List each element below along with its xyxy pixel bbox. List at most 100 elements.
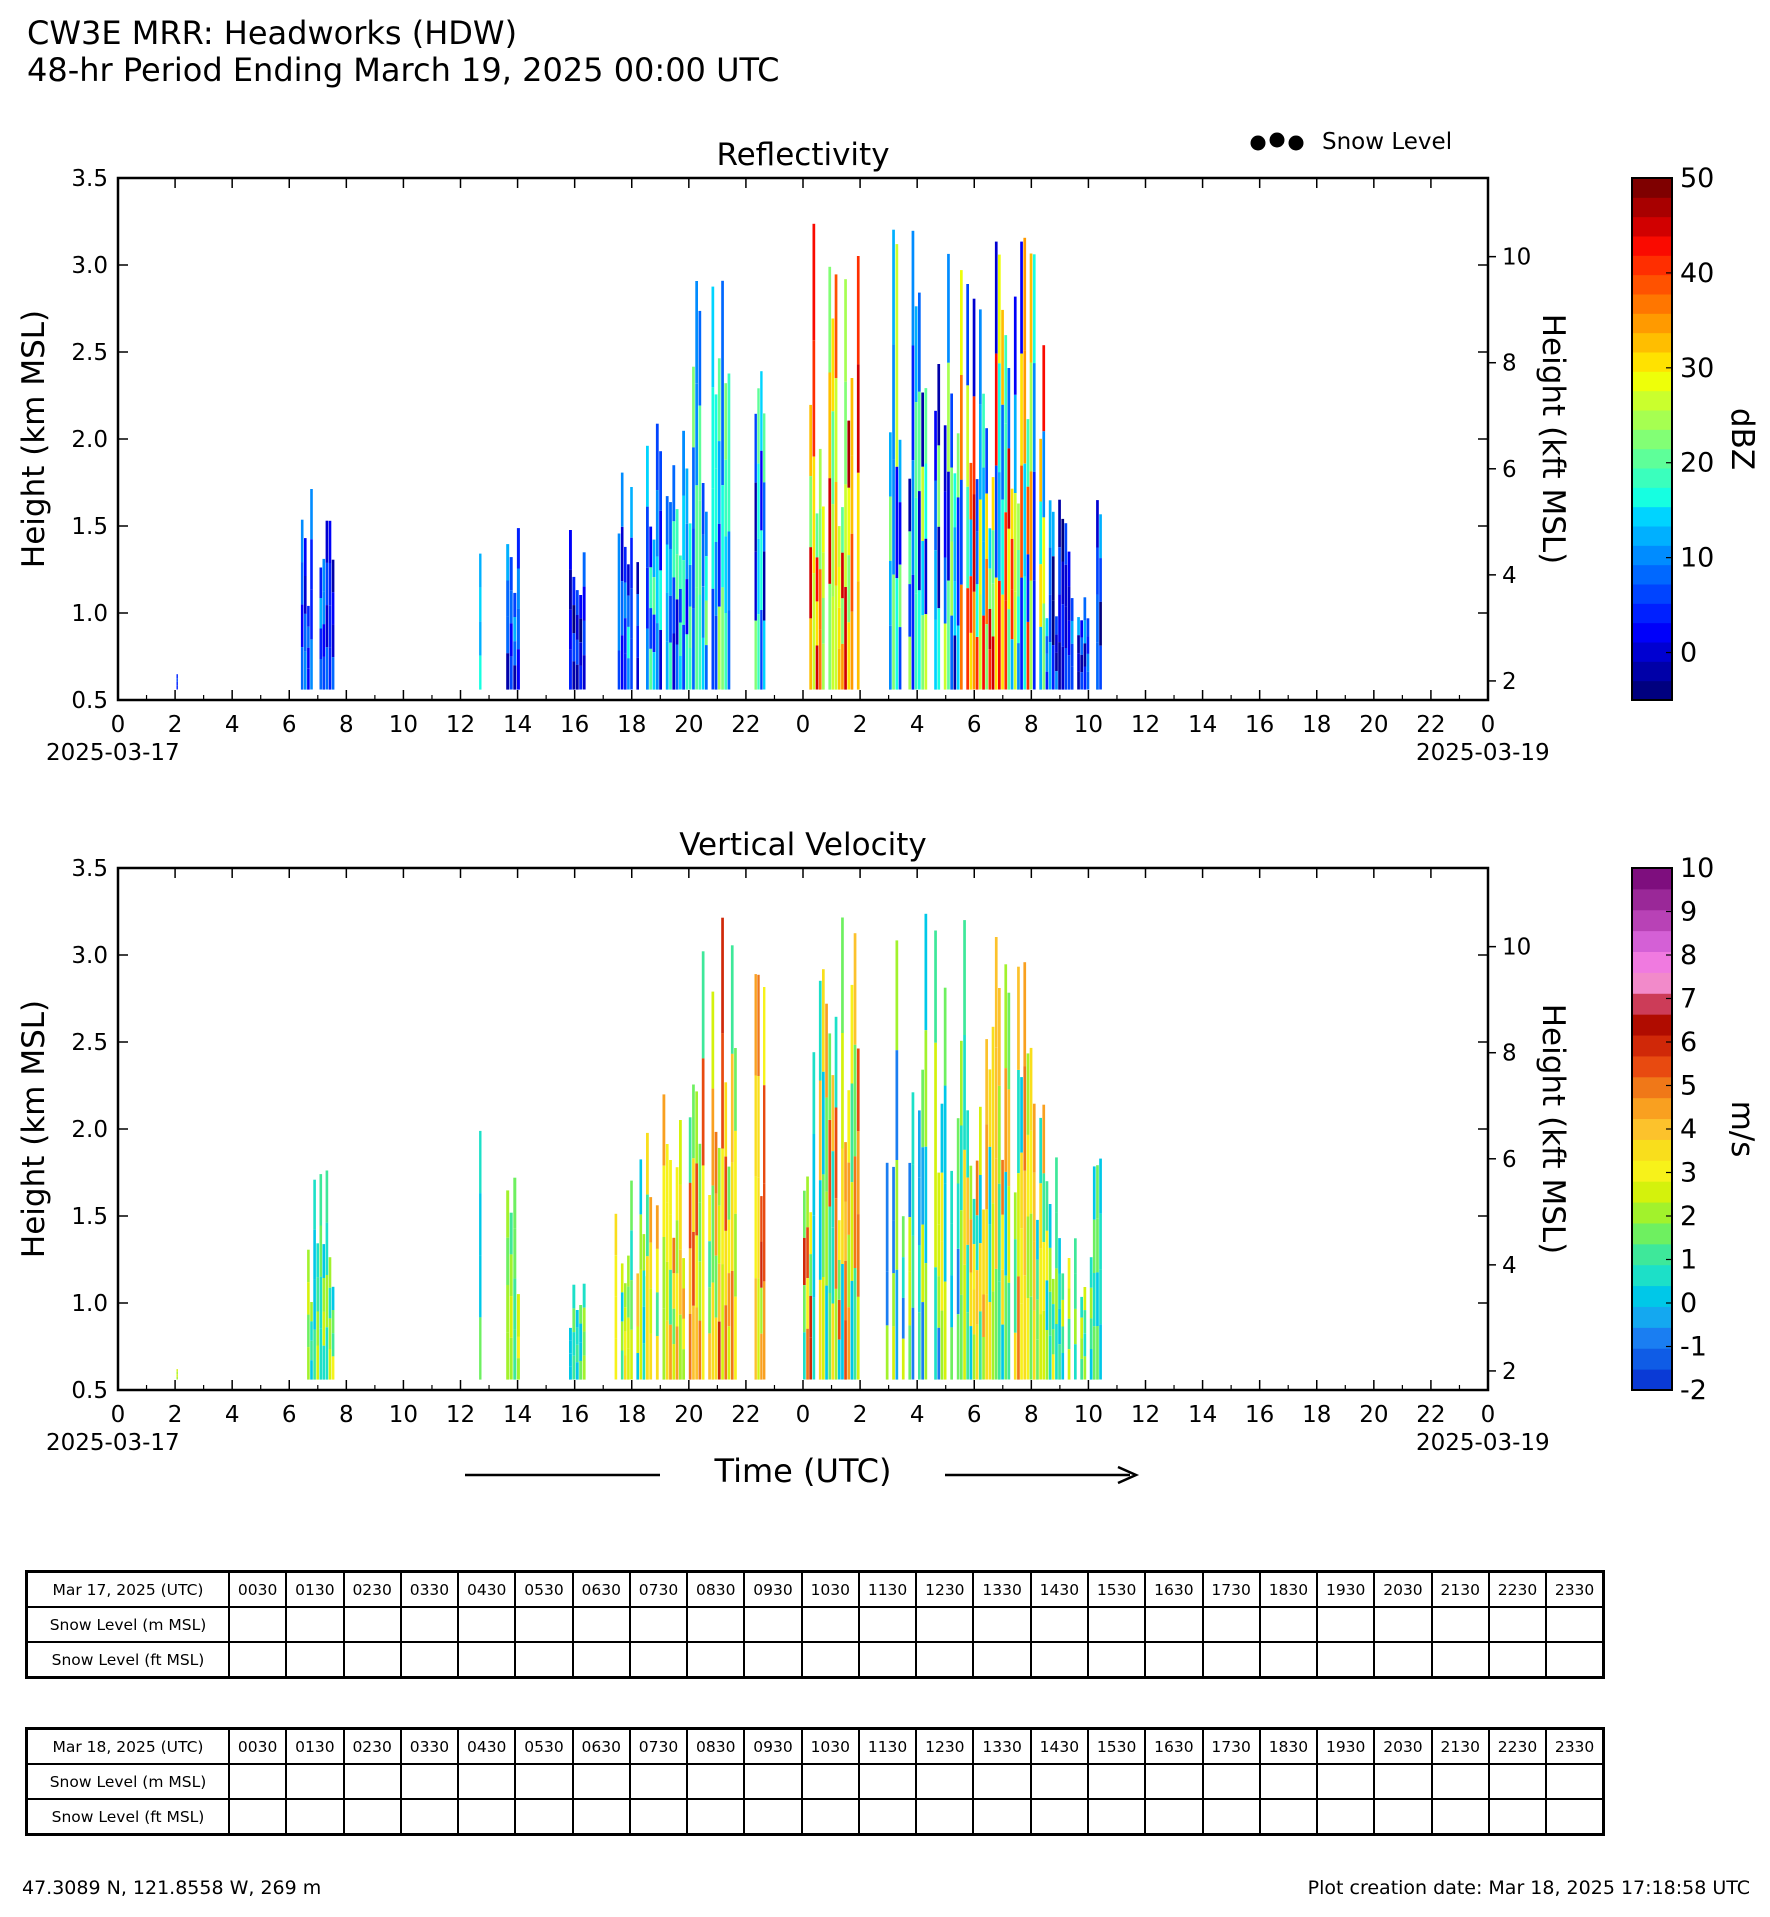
refl-data-stripe <box>921 541 924 616</box>
refl-data-stripe <box>307 605 310 627</box>
vvel-data-stripe <box>969 1219 973 1273</box>
vvel-data-stripe <box>624 1355 627 1380</box>
vvel-data-stripe <box>1045 1330 1049 1380</box>
table-cell <box>1487 1798 1548 1836</box>
refl-data-stripe <box>943 623 947 690</box>
refl-data-stripe <box>988 649 992 690</box>
refl-data-stripe <box>1067 586 1071 621</box>
table-cell: 1330 <box>972 1570 1032 1608</box>
vvel-data-stripe <box>1083 1287 1087 1311</box>
vvel-data-stripe <box>1023 1170 1027 1276</box>
refl-data-stripe <box>889 496 892 561</box>
refl-data-stripe <box>646 506 649 568</box>
row-label: Mar 18, 2025 (UTC) <box>25 1727 230 1765</box>
vvel-data-stripe <box>313 1279 316 1330</box>
vvel-x-tick-label: 2 <box>168 1402 183 1428</box>
table-cell <box>342 1798 402 1836</box>
refl-data-stripe <box>914 306 918 403</box>
vvel-data-stripe <box>682 1318 685 1350</box>
refl-data-stripe <box>1020 465 1023 578</box>
vvel-data-stripe <box>692 1084 695 1159</box>
refl-data-stripe <box>828 583 832 690</box>
figure-title-line-2: 48-hr Period Ending March 19, 2025 00:00… <box>27 51 780 89</box>
refl-data-stripe <box>918 292 921 392</box>
refl-x-tick-label: 4 <box>910 712 925 738</box>
vvel-data-stripe <box>943 1281 947 1380</box>
refl-data-stripe <box>698 594 702 690</box>
vvel-data-stripe <box>1032 1103 1036 1173</box>
refl-data-stripe <box>516 528 520 569</box>
table-cell <box>285 1641 345 1679</box>
vvel-data-stripe <box>319 1276 323 1329</box>
vvel-x-tick-label: 20 <box>674 1402 703 1428</box>
vvel-data-stripe <box>1023 1066 1027 1171</box>
refl-data-stripe <box>1077 671 1080 690</box>
refl-data-stripe <box>1017 503 1020 550</box>
table-cell <box>1545 1641 1605 1679</box>
refl-data-stripe <box>1070 666 1074 690</box>
refl-data-stripe <box>841 598 844 644</box>
refl-data-stripe <box>822 552 825 599</box>
vvel-data-stripe <box>885 1217 889 1272</box>
refl-data-stripe <box>1032 363 1036 472</box>
refl-data-stripe <box>834 482 838 586</box>
vvel-data-stripe <box>176 1369 178 1372</box>
vvel-data-stripe <box>331 1310 335 1334</box>
refl-data-stripe <box>665 496 669 545</box>
vvel-data-stripe <box>853 1268 857 1380</box>
vvel-colorbar-tick-label: -1 <box>1680 1332 1707 1363</box>
refl-data-stripe <box>331 559 335 593</box>
refl-data-stripe <box>646 445 649 507</box>
vvel-y-right-tick-label: 4 <box>1502 1253 1517 1279</box>
vvel-data-stripe <box>642 1270 646 1307</box>
vvel-data-stripe <box>998 1183 1001 1282</box>
refl-data-stripe <box>966 385 969 487</box>
refl-data-stripe <box>1045 671 1049 690</box>
vvel-data-stripe <box>998 988 1001 1086</box>
refl-data-stripe <box>727 531 731 611</box>
refl-data-stripe <box>322 591 326 625</box>
vvel-data-stripe <box>627 1348 630 1380</box>
vvel-data-stripe <box>682 1258 685 1289</box>
vvel-data-stripe <box>812 1297 816 1380</box>
refl-data-stripe <box>506 616 510 654</box>
refl-data-stripe <box>1026 622 1030 690</box>
vvel-data-stripe <box>1048 1204 1052 1248</box>
refl-data-stripe <box>828 266 832 373</box>
refl-data-stripe <box>304 651 307 690</box>
table-cell <box>1373 1606 1433 1643</box>
refl-data-stripe <box>1077 653 1080 672</box>
vvel-data-stripe <box>937 1172 941 1225</box>
vvel-data-stripe <box>828 1120 832 1207</box>
vvel-data-stripe <box>316 1311 319 1346</box>
vvel-data-stripe <box>322 1244 326 1278</box>
vvel-colorbar-segment <box>1632 1243 1672 1266</box>
refl-data-stripe <box>572 633 576 662</box>
refl-data-stripe <box>956 625 960 690</box>
vvel-data-stripe <box>727 1326 731 1380</box>
vvel-data-stripe <box>316 1277 319 1312</box>
vvel-data-stripe <box>822 969 825 1072</box>
refl-x-tick-label: 8 <box>339 712 354 738</box>
refl-colorbar-segment <box>1632 661 1672 682</box>
vvel-data-stripe <box>506 1285 510 1333</box>
vvel-data-stripe <box>1017 1173 1020 1277</box>
vvel-data-stripe <box>818 1180 822 1280</box>
refl-data-stripe <box>1039 626 1042 690</box>
refl-data-stripe <box>1026 554 1030 622</box>
vvel-x-tick-label: 16 <box>1245 1402 1274 1428</box>
vvel-data-stripe <box>901 1216 905 1257</box>
table-cell <box>1487 1641 1548 1679</box>
table-cell: 1030 <box>800 1727 860 1765</box>
table-cell: 0330 <box>399 1570 460 1608</box>
vvel-colorbar-tick-label: 10 <box>1680 853 1714 884</box>
refl-data-stripe <box>636 562 639 594</box>
refl-data-stripe <box>895 578 899 690</box>
vvel-data-stripe <box>734 1296 737 1380</box>
vvel-data-stripe <box>831 1227 835 1304</box>
refl-data-stripe <box>617 533 621 573</box>
vvel-data-stripe <box>918 1312 921 1380</box>
vvel-data-stripe <box>754 974 757 1076</box>
refl-data-stripe <box>649 526 653 568</box>
vvel-data-stripe <box>513 1228 517 1279</box>
